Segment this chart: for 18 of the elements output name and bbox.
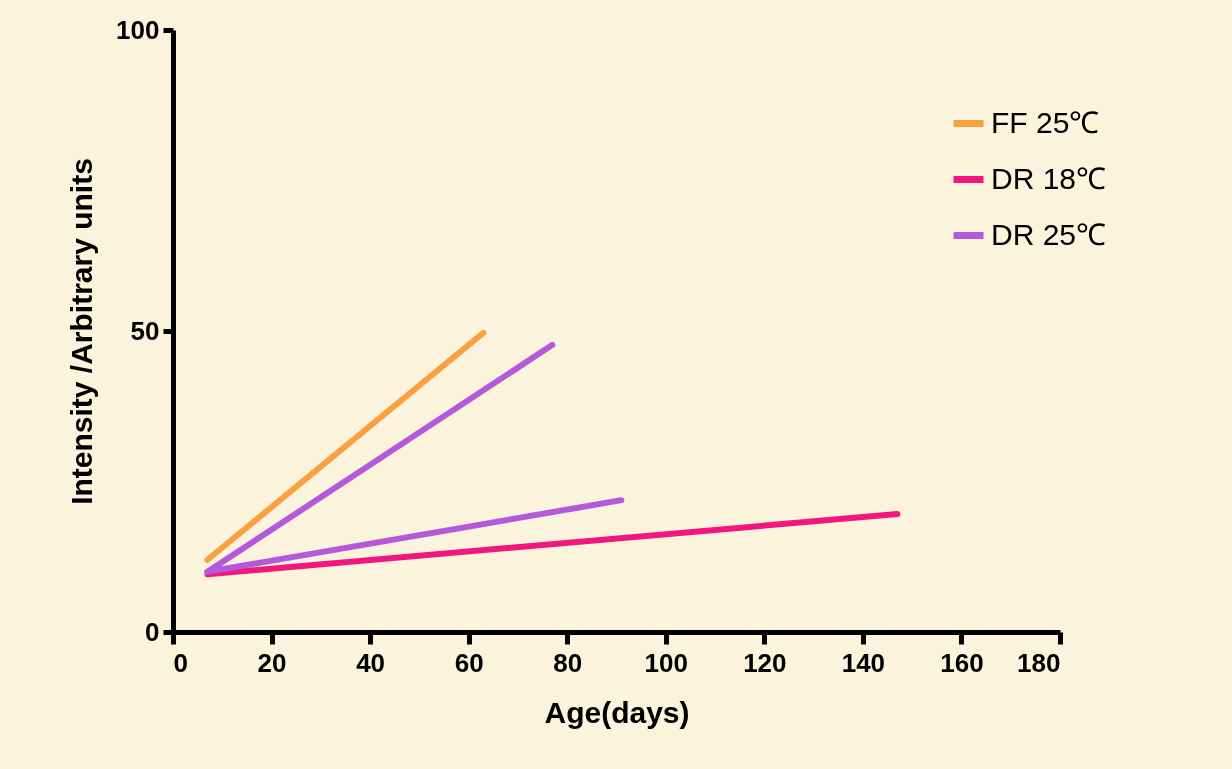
x-tick-label: 40 [356, 647, 386, 678]
y-axis-title: Intensity /Arbitrary units [65, 158, 99, 505]
legend-label: FF 25℃ [991, 105, 1100, 139]
x-tick-label: 80 [553, 647, 583, 678]
x-tick-label: 180 [1017, 647, 1061, 678]
x-tick-label: 120 [743, 647, 787, 678]
y-tick-label: 100 [116, 14, 160, 45]
legend-label: DR 25℃ [991, 217, 1107, 251]
x-axis-title: Age(days) [544, 695, 690, 729]
x-tick-label: 100 [644, 647, 688, 678]
legend-label: DR 18℃ [991, 161, 1107, 195]
x-tick-label: 20 [257, 647, 287, 678]
x-tick-label: 140 [841, 647, 886, 678]
y-tick-label: 50 [130, 315, 160, 346]
x-tick-label: 60 [454, 647, 484, 678]
y-tick-label: 0 [145, 616, 160, 647]
x-tick-label: 0 [173, 647, 188, 678]
x-tick-label: 160 [940, 647, 984, 678]
